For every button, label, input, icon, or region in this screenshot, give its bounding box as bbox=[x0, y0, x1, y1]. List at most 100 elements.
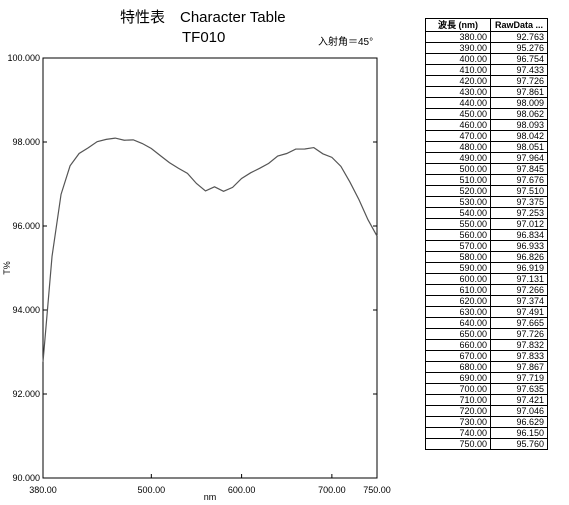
table-cell: 660.00 bbox=[425, 339, 491, 351]
table-cell: 95.276 bbox=[490, 42, 548, 54]
table-row: 480.00 98.051 bbox=[425, 141, 548, 153]
table-row: 400.00 96.754 bbox=[425, 53, 548, 65]
annotation: 入射角＝45° bbox=[318, 36, 373, 48]
table-cell: 640.00 bbox=[425, 317, 491, 329]
table-row: 500.00 97.845 bbox=[425, 163, 548, 175]
table-cell: 98.062 bbox=[490, 108, 548, 120]
table-cell: 450.00 bbox=[425, 108, 491, 120]
table-row: 590.00 96.919 bbox=[425, 262, 548, 274]
table-cell: 740.00 bbox=[425, 427, 491, 439]
table-row: 390.00 95.276 bbox=[425, 42, 548, 54]
table-row: 730.00 96.629 bbox=[425, 416, 548, 428]
table-cell: 570.00 bbox=[425, 240, 491, 252]
table-cell: 710.00 bbox=[425, 394, 491, 406]
table-row: 650.00 97.726 bbox=[425, 328, 548, 340]
table-cell: 98.009 bbox=[490, 97, 548, 109]
table-cell: 610.00 bbox=[425, 284, 491, 296]
y-tick-label: 100.000 bbox=[7, 53, 40, 63]
table-row: 740.00 96.150 bbox=[425, 427, 548, 439]
table-cell: 97.867 bbox=[490, 361, 548, 373]
table-cell: 500.00 bbox=[425, 163, 491, 175]
table-row: 470.00 98.042 bbox=[425, 130, 548, 142]
table-row: 710.00 97.421 bbox=[425, 394, 548, 406]
table-cell: 580.00 bbox=[425, 251, 491, 263]
table-cell: 600.00 bbox=[425, 273, 491, 285]
table-cell: 690.00 bbox=[425, 372, 491, 384]
table-row: 690.00 97.719 bbox=[425, 372, 548, 384]
table-cell: 560.00 bbox=[425, 229, 491, 241]
table-row: 530.00 97.375 bbox=[425, 196, 548, 208]
y-tick-label: 90.000 bbox=[12, 473, 40, 483]
table-cell: 97.665 bbox=[490, 317, 548, 329]
table-cell: 96.150 bbox=[490, 427, 548, 439]
table-row: 680.00 97.867 bbox=[425, 361, 548, 373]
table-row: 620.00 97.374 bbox=[425, 295, 548, 307]
table-row: 700.00 97.635 bbox=[425, 383, 548, 395]
table-row: 670.00 97.833 bbox=[425, 350, 548, 362]
table-cell: 97.676 bbox=[490, 174, 548, 186]
table-row: 430.00 97.861 bbox=[425, 86, 548, 98]
x-tick-label: 750.00 bbox=[363, 485, 391, 495]
table-cell: 520.00 bbox=[425, 185, 491, 197]
table-cell: 720.00 bbox=[425, 405, 491, 417]
table-row: 540.00 97.253 bbox=[425, 207, 548, 219]
data-table: 波長 (nm) RawData ... 380.00 92.763 390.00 95… bbox=[425, 18, 548, 450]
table-row: 580.00 96.826 bbox=[425, 251, 548, 263]
table-cell: 410.00 bbox=[425, 64, 491, 76]
table-cell: 92.763 bbox=[490, 31, 548, 43]
table-cell: 97.046 bbox=[490, 405, 548, 417]
table-row: 640.00 97.665 bbox=[425, 317, 548, 329]
table-row: 450.00 98.062 bbox=[425, 108, 548, 120]
table-cell: 440.00 bbox=[425, 97, 491, 109]
table-row: 660.00 97.832 bbox=[425, 339, 548, 351]
table-row: 560.00 96.834 bbox=[425, 229, 548, 241]
table-cell: 400.00 bbox=[425, 53, 491, 65]
table-cell: 480.00 bbox=[425, 141, 491, 153]
table-cell: 430.00 bbox=[425, 86, 491, 98]
table-cell: 97.964 bbox=[490, 152, 548, 164]
x-tick-label: 380.00 bbox=[29, 485, 57, 495]
table-cell: 97.253 bbox=[490, 207, 548, 219]
table-cell: 750.00 bbox=[425, 438, 491, 450]
table-row: 610.00 97.266 bbox=[425, 284, 548, 296]
table-cell: 97.433 bbox=[490, 64, 548, 76]
table-cell: 650.00 bbox=[425, 328, 491, 340]
table-cell: 97.131 bbox=[490, 273, 548, 285]
table-cell: 97.833 bbox=[490, 350, 548, 362]
chart-subtitle: TF010 bbox=[182, 29, 225, 46]
y-tick-label: 98.000 bbox=[12, 137, 40, 147]
y-tick-label: 96.000 bbox=[12, 221, 40, 231]
table-cell: 96.933 bbox=[490, 240, 548, 252]
table-cell: 730.00 bbox=[425, 416, 491, 428]
table-cell: 540.00 bbox=[425, 207, 491, 219]
table-cell: 96.834 bbox=[490, 229, 548, 241]
table-row: 750.00 95.760 bbox=[425, 438, 548, 450]
table-cell: 97.510 bbox=[490, 185, 548, 197]
table-cell: 97.726 bbox=[490, 328, 548, 340]
table-cell: 97.726 bbox=[490, 75, 548, 87]
table-header: 波長 (nm) bbox=[425, 18, 491, 32]
table-cell: 95.760 bbox=[490, 438, 548, 450]
table-cell: 550.00 bbox=[425, 218, 491, 230]
table-cell: 96.629 bbox=[490, 416, 548, 428]
table-cell: 590.00 bbox=[425, 262, 491, 274]
table-cell: 530.00 bbox=[425, 196, 491, 208]
table-cell: 510.00 bbox=[425, 174, 491, 186]
table-cell: 97.861 bbox=[490, 86, 548, 98]
table-row: 420.00 97.726 bbox=[425, 75, 548, 87]
x-tick-label: 600.00 bbox=[228, 485, 256, 495]
table-cell: 97.832 bbox=[490, 339, 548, 351]
x-tick-label: 500.00 bbox=[138, 485, 166, 495]
table-row: 380.00 92.763 bbox=[425, 31, 548, 43]
y-tick-label: 92.000 bbox=[12, 389, 40, 399]
table-cell: 97.635 bbox=[490, 383, 548, 395]
table-cell: 670.00 bbox=[425, 350, 491, 362]
table-cell: 97.491 bbox=[490, 306, 548, 318]
table-cell: 700.00 bbox=[425, 383, 491, 395]
plot-frame bbox=[42, 57, 378, 479]
table-cell: 97.374 bbox=[490, 295, 548, 307]
table-cell: 97.266 bbox=[490, 284, 548, 296]
table-cell: 98.042 bbox=[490, 130, 548, 142]
table-cell: 96.754 bbox=[490, 53, 548, 65]
